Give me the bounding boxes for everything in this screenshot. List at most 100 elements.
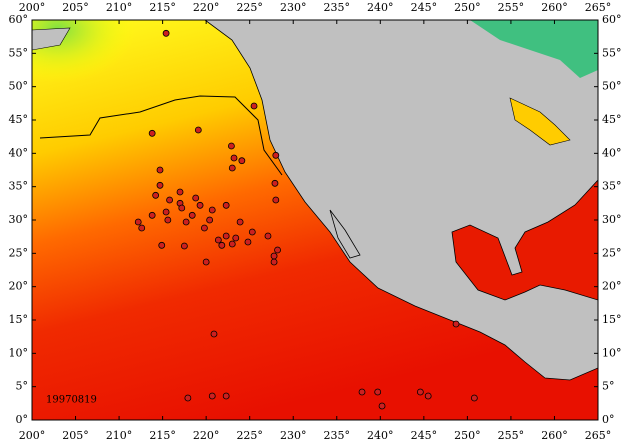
great-lakes [509, 97, 571, 146]
y-tick-label: 10° [9, 346, 29, 359]
baja [329, 209, 361, 259]
buoy-point [162, 29, 170, 37]
x-tick-label: 255° [498, 1, 525, 14]
buoy-point [222, 392, 230, 400]
x-tick-label: 260° [541, 429, 568, 442]
contour [39, 95, 283, 176]
x-tick-label: 235° [324, 1, 351, 14]
buoy-point [274, 246, 281, 254]
buoy-point [148, 211, 156, 219]
y-tick-label: 45° [602, 113, 622, 126]
y-tick-label: 0° [602, 413, 615, 426]
date-label: 19970819 [46, 395, 97, 406]
x-tick-label: 240° [367, 429, 394, 442]
buoy-point [271, 179, 279, 187]
x-tick-label: 205° [62, 1, 89, 14]
x-tick-label: 230° [280, 429, 307, 442]
buoy-point [156, 166, 164, 174]
buoy-point [208, 392, 216, 400]
y-tick-label: 30° [602, 213, 622, 226]
buoy-point [222, 201, 230, 209]
buoy-point [374, 388, 382, 396]
x-tick-label: 220° [193, 429, 220, 442]
y-tick-label: 20° [9, 280, 29, 293]
x-tick-label: 210° [106, 1, 133, 14]
x-tick-label: 250° [454, 1, 481, 14]
x-tick-label: 215° [149, 1, 176, 14]
buoy-point [218, 241, 226, 249]
buoy-point [244, 238, 252, 246]
buoy-point [184, 394, 192, 402]
y-tick-label: 35° [9, 180, 29, 193]
buoy-point [228, 240, 236, 248]
y-tick-label: 45° [9, 113, 29, 126]
buoy-point [162, 208, 170, 216]
x-tick-label: 245° [411, 1, 438, 14]
x-tick-label: 265° [585, 1, 612, 14]
y-tick-label: 15° [602, 313, 622, 326]
buoy-point [228, 164, 236, 172]
y-tick-label: 10° [602, 346, 622, 359]
buoy-point [452, 320, 460, 328]
buoy-point [192, 194, 200, 202]
x-tick-label: 260° [541, 1, 568, 14]
buoy-point [176, 188, 184, 196]
x-tick-label: 255° [498, 429, 525, 442]
buoy-point [188, 211, 196, 219]
buoy-point [194, 126, 202, 134]
x-tick-label: 225° [236, 429, 263, 442]
buoy-point [178, 204, 186, 212]
x-tick-label: 240° [367, 1, 394, 14]
x-tick-label: 250° [454, 429, 481, 442]
gulf-atlantic [451, 179, 598, 301]
y-tick-label: 0° [16, 413, 29, 426]
x-tick-label: 200° [19, 429, 46, 442]
buoy-point [248, 228, 256, 236]
y-tick-label: 15° [9, 313, 29, 326]
y-tick-label: 35° [602, 180, 622, 193]
x-tick-label: 230° [280, 1, 307, 14]
y-tick-label: 60° [9, 13, 29, 26]
buoy-point [138, 224, 146, 232]
buoy-point [206, 216, 214, 224]
buoy-point [272, 151, 280, 159]
y-tick-label: 50° [9, 80, 29, 93]
buoy-point [166, 196, 173, 204]
buoy-point [416, 388, 424, 396]
buoy-point [158, 241, 166, 249]
x-tick-label: 200° [19, 1, 46, 14]
x-tick-label: 215° [149, 429, 176, 442]
y-tick-label: 40° [602, 146, 622, 159]
buoy-point [236, 218, 244, 226]
buoy-point [164, 216, 172, 224]
buoy-point [250, 102, 258, 110]
buoy-point [202, 258, 210, 266]
x-tick-label: 220° [193, 1, 220, 14]
buoy-point [358, 388, 366, 396]
buoy-point [208, 206, 216, 214]
buoy-point [270, 258, 278, 266]
buoy-point [134, 218, 142, 226]
buoy-point [270, 252, 278, 260]
y-tick-label: 5° [602, 380, 615, 393]
y-tick-label: 20° [602, 280, 622, 293]
x-tick-label: 265° [585, 429, 612, 442]
y-tick-label: 60° [602, 13, 622, 26]
buoy-point [230, 154, 238, 162]
buoy-point [470, 394, 478, 402]
buoy-point [210, 330, 218, 338]
buoy-point [228, 142, 235, 150]
buoy-point [222, 232, 230, 240]
buoy-point [156, 181, 164, 189]
alaska [32, 27, 71, 51]
y-tick-label: 30° [9, 213, 29, 226]
buoy-point [201, 224, 208, 232]
buoy-point [232, 234, 240, 242]
buoy-point [264, 232, 272, 240]
buoy-point [196, 201, 204, 209]
map-area [32, 20, 598, 420]
y-tick-label: 25° [9, 246, 29, 259]
x-tick-label: 210° [106, 429, 133, 442]
hudson-bay [470, 20, 598, 78]
